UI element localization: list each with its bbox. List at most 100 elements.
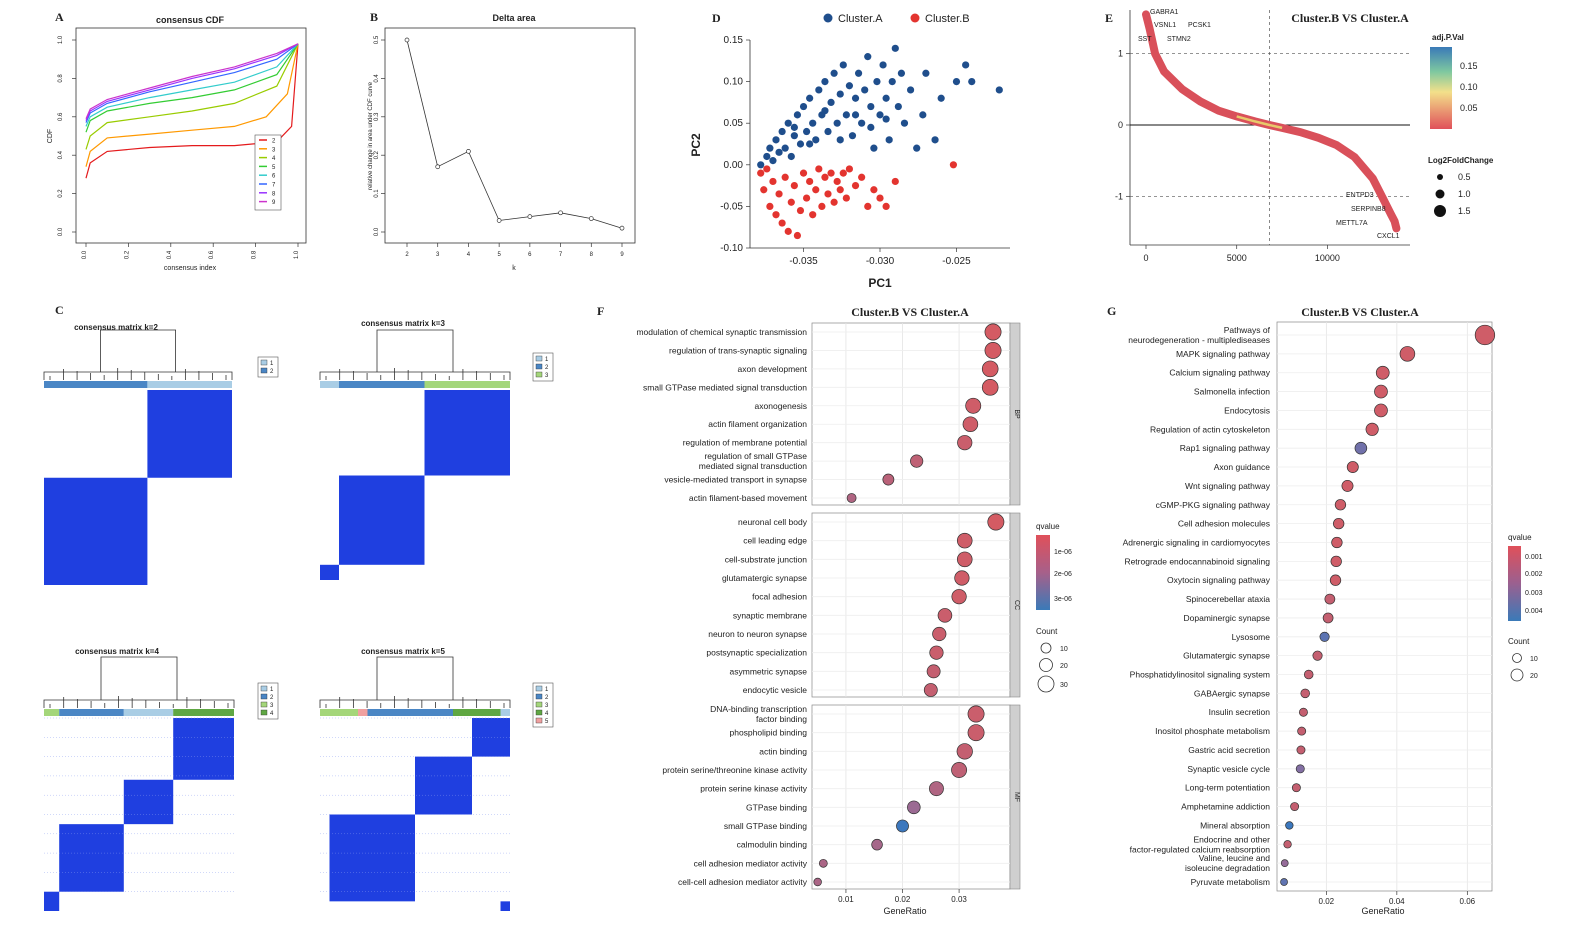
pca-point-cluster-a [836,90,844,98]
panel-d-ytick-label: -0.05 [720,201,743,212]
go-term-dot [910,454,924,468]
matrix-legend-swatch [260,359,268,366]
pca-point-cluster-a [879,61,887,69]
go-term-label: mediated signal transduction [699,461,807,471]
dendrogram-lines [43,329,233,380]
cluster-color-bar [453,709,501,716]
matrix-legend-label: 5 [545,719,549,725]
delta-area-point [588,216,594,221]
go-term-dot [896,819,909,833]
kegg-term-dot [1280,859,1289,867]
panel-a-frame [75,27,307,244]
pca-point-cluster-a [781,144,789,152]
facet-strip [1009,322,1021,506]
pca-point-cluster-b [802,194,811,202]
kegg-term-dot [1374,384,1388,399]
pca-point-cluster-b [876,194,884,202]
matrix-block [415,756,472,815]
pca-point-cluster-a [787,152,795,161]
pca-point-cluster-a [775,148,783,156]
size-legend-label: 1.5 [1458,206,1471,216]
facet-strip [1009,704,1021,890]
pca-point-cluster-b [784,227,792,235]
pca-point-cluster-a [891,44,899,52]
pca-point-cluster-a [778,127,786,136]
panel-d-points [757,44,1003,240]
dendrogram [319,656,511,708]
cdf-line-k2 [85,43,299,179]
cluster-color-bar [44,381,148,388]
matrix-legend-label: 2 [270,369,274,375]
panel-f-size-label: 20 [1060,663,1068,670]
panel-e-ytick-label: 0 [1118,120,1123,130]
panel-g-size-label: 10 [1530,656,1538,663]
kegg-term-dot [1474,324,1496,346]
panel-f-size-dot [1039,658,1053,672]
panel-e-xtick-label: 0 [1143,253,1148,263]
matrix-block [320,564,339,580]
delta-area-point [435,164,441,170]
panel-b-ytick-label: 0.4 [374,74,380,83]
go-term-label: DNA-binding transcription [710,704,807,714]
go-term-label: regulation of membrane potential [683,438,807,448]
color-legend-tick: 0.15 [1460,61,1478,71]
go-term-dot [907,800,921,815]
kegg-term-dot [1375,365,1390,380]
matrix-legend-swatch [535,355,543,362]
go-term-dot [813,877,822,887]
matrix-block [329,814,415,902]
kegg-term-dot [1330,555,1342,567]
panel-b-ytick-label: 0.5 [374,35,380,44]
go-term-dot [956,551,973,568]
pca-point-cluster-b [799,169,808,177]
kegg-term-label: Rap1 signaling pathway [1180,443,1271,453]
kegg-term-label: Amphetamine addiction [1181,802,1270,812]
pca-point-cluster-a [827,98,835,106]
panel-g-color-tick: 0.003 [1525,590,1543,597]
panel-f-size-legend-title: Count [1036,627,1058,636]
panel-a-xtick-label: 0.2 [124,250,130,259]
panel-a-xtick-label: 0.8 [252,250,258,259]
panel-f-color-tick: 1e-06 [1054,549,1072,556]
pca-point-cluster-b [793,231,802,240]
pca-point-cluster-b [845,165,854,173]
panel-b-xtick-label: 8 [590,252,594,258]
go-term-label: neuron to neuron synapse [708,629,807,639]
legend-dot-cluster-b [910,13,920,23]
panel-g-xlabel: GeneRatio [1361,906,1404,916]
delta-area-line [406,39,623,229]
panel-a-xtick-label: 0.0 [82,250,88,259]
panel-b-xtick-label: 7 [559,252,563,258]
pca-point-cluster-a [784,119,792,127]
pca-point-cluster-a [876,111,884,119]
size-legend-label: 1.0 [1458,189,1471,199]
panel-e-ytick-label: 1 [1118,49,1123,59]
go-term-dot [929,781,944,797]
consensus-matrix-title: consensus matrix k=5 [361,647,445,656]
cdf-line-k3 [85,43,299,167]
pca-point-cluster-b [763,165,771,173]
consensus-matrix-k3: consensus matrix k=3 1 2 3 [319,319,554,580]
pca-point-cluster-b [781,173,789,181]
kegg-term-dot [1334,499,1347,511]
pca-point-cluster-a [858,119,866,127]
cluster-color-bar [367,709,453,716]
pca-point-cluster-b [824,190,832,198]
go-term-dot [956,532,973,549]
pca-point-cluster-b [760,186,768,194]
delta-area-point [619,225,625,231]
kegg-term-dot [1341,479,1354,492]
pca-point-cluster-a [848,132,857,140]
panel-a-xtick-label: 1.0 [294,250,300,259]
panel-g-color-tick: 0.004 [1525,608,1543,615]
panel-b-xtick-label: 6 [528,252,532,258]
gene-label-top: SST [1138,36,1152,43]
go-term-label: cell adhesion mediator activity [694,858,808,868]
panel-a-xtick-label: 0.6 [209,250,215,259]
matrix-legend-label: 4 [545,711,549,717]
dendrogram [43,656,235,708]
matrix-legend-swatch [535,693,543,700]
go-term-label: endocytic vesicle [743,685,808,695]
pca-point-cluster-a [842,111,850,119]
